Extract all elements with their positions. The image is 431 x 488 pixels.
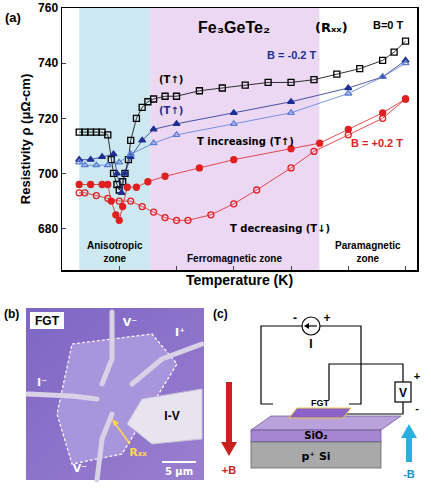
- svg-text:FGT: FGT: [311, 398, 329, 408]
- svg-text:+: +: [323, 311, 330, 325]
- svg-text:Rₓₓ: Rₓₓ: [129, 446, 147, 459]
- svg-text:+: +: [414, 370, 420, 382]
- svg-text:-: -: [293, 311, 297, 325]
- svg-text:Ferromagnetic zone: Ferromagnetic zone: [187, 253, 282, 264]
- svg-text:5 μm: 5 μm: [165, 466, 193, 477]
- svg-text:(c): (c): [213, 307, 228, 321]
- svg-text:B = +0.2 T: B = +0.2 T: [351, 137, 403, 149]
- svg-text:V⁻: V⁻: [73, 462, 88, 475]
- svg-text:I⁺: I⁺: [175, 326, 185, 339]
- svg-text:760: 760: [38, 1, 58, 15]
- svg-text:Fe₃GeTe₂: Fe₃GeTe₂: [198, 19, 270, 36]
- svg-text:(Rₓₓ): (Rₓₓ): [315, 20, 348, 35]
- svg-text:(T↑): (T↑): [159, 74, 183, 85]
- svg-text:680: 680: [38, 222, 58, 236]
- svg-text:I-V: I-V: [164, 409, 179, 423]
- svg-text:B = -0.2 T: B = -0.2 T: [267, 49, 316, 61]
- svg-text:720: 720: [38, 112, 58, 126]
- svg-text:SiO₂: SiO₂: [304, 430, 328, 441]
- svg-text:+B: +B: [222, 464, 236, 476]
- svg-text:-B: -B: [403, 468, 415, 480]
- svg-text:Anisotropiczone: Anisotropiczone: [87, 240, 143, 264]
- svg-text:Temperature (K): Temperature (K): [186, 272, 293, 288]
- svg-text:V⁻: V⁻: [123, 316, 138, 329]
- svg-text:Paramagneticzone: Paramagneticzone: [335, 240, 401, 264]
- svg-text:T decreasing (T↓): T decreasing (T↓): [230, 223, 330, 234]
- svg-text:p⁺ Si: p⁺ Si: [301, 450, 330, 463]
- svg-text:(b): (b): [4, 307, 19, 321]
- svg-text:T increasing (T↑): T increasing (T↑): [197, 136, 294, 147]
- svg-text:B=0 T: B=0 T: [373, 19, 404, 31]
- svg-text:700: 700: [38, 167, 58, 181]
- svg-text:-: -: [415, 402, 419, 414]
- svg-text:(T↑): (T↑): [159, 105, 183, 116]
- svg-text:FGT: FGT: [35, 314, 60, 328]
- svg-text:V: V: [399, 386, 407, 400]
- svg-text:I⁻: I⁻: [37, 376, 47, 389]
- svg-text:I: I: [309, 337, 312, 351]
- svg-text:740: 740: [38, 56, 58, 70]
- svg-text:Resistivity ρ (μΩ-cm): Resistivity ρ (μΩ-cm): [18, 74, 33, 204]
- svg-text:(a): (a): [5, 10, 21, 25]
